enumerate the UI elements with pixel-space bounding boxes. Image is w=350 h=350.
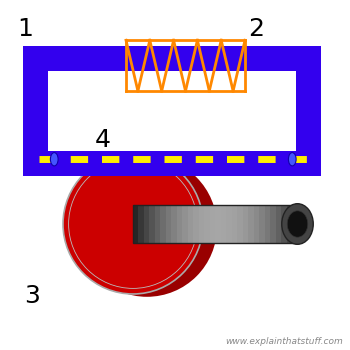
Bar [248,205,254,243]
Bar [160,205,167,243]
Bar [188,205,194,243]
Bar [221,205,227,243]
Bar [292,205,298,243]
Bar [259,205,265,243]
Bar [270,205,276,243]
Bar [139,205,145,243]
Bar [133,205,298,243]
Bar [133,205,139,243]
Bar [254,205,260,243]
Text: www.explainthatstuff.com: www.explainthatstuff.com [225,337,343,346]
Bar [149,205,156,243]
Ellipse shape [50,153,58,166]
Bar [215,205,222,243]
Text: 2: 2 [248,18,265,42]
Bar [193,205,199,243]
Bar [155,205,161,243]
Bar [177,205,183,243]
Bar [232,205,238,243]
Text: 3: 3 [25,284,40,308]
Ellipse shape [63,154,203,294]
Bar [144,205,150,243]
FancyBboxPatch shape [35,58,308,163]
Bar [237,205,243,243]
Bar [243,205,249,243]
Bar [182,205,189,243]
Bar [210,205,216,243]
Bar [287,205,293,243]
Bar [281,205,287,243]
Bar [275,205,282,243]
Bar [226,205,232,243]
Bar [265,205,271,243]
Bar [172,205,177,243]
Ellipse shape [282,204,313,244]
Bar [199,205,205,243]
Ellipse shape [77,157,217,297]
Bar [204,205,210,243]
Text: 1: 1 [18,18,33,42]
Ellipse shape [287,211,308,237]
Ellipse shape [288,153,296,166]
Text: 4: 4 [94,128,111,152]
Bar [166,205,172,243]
